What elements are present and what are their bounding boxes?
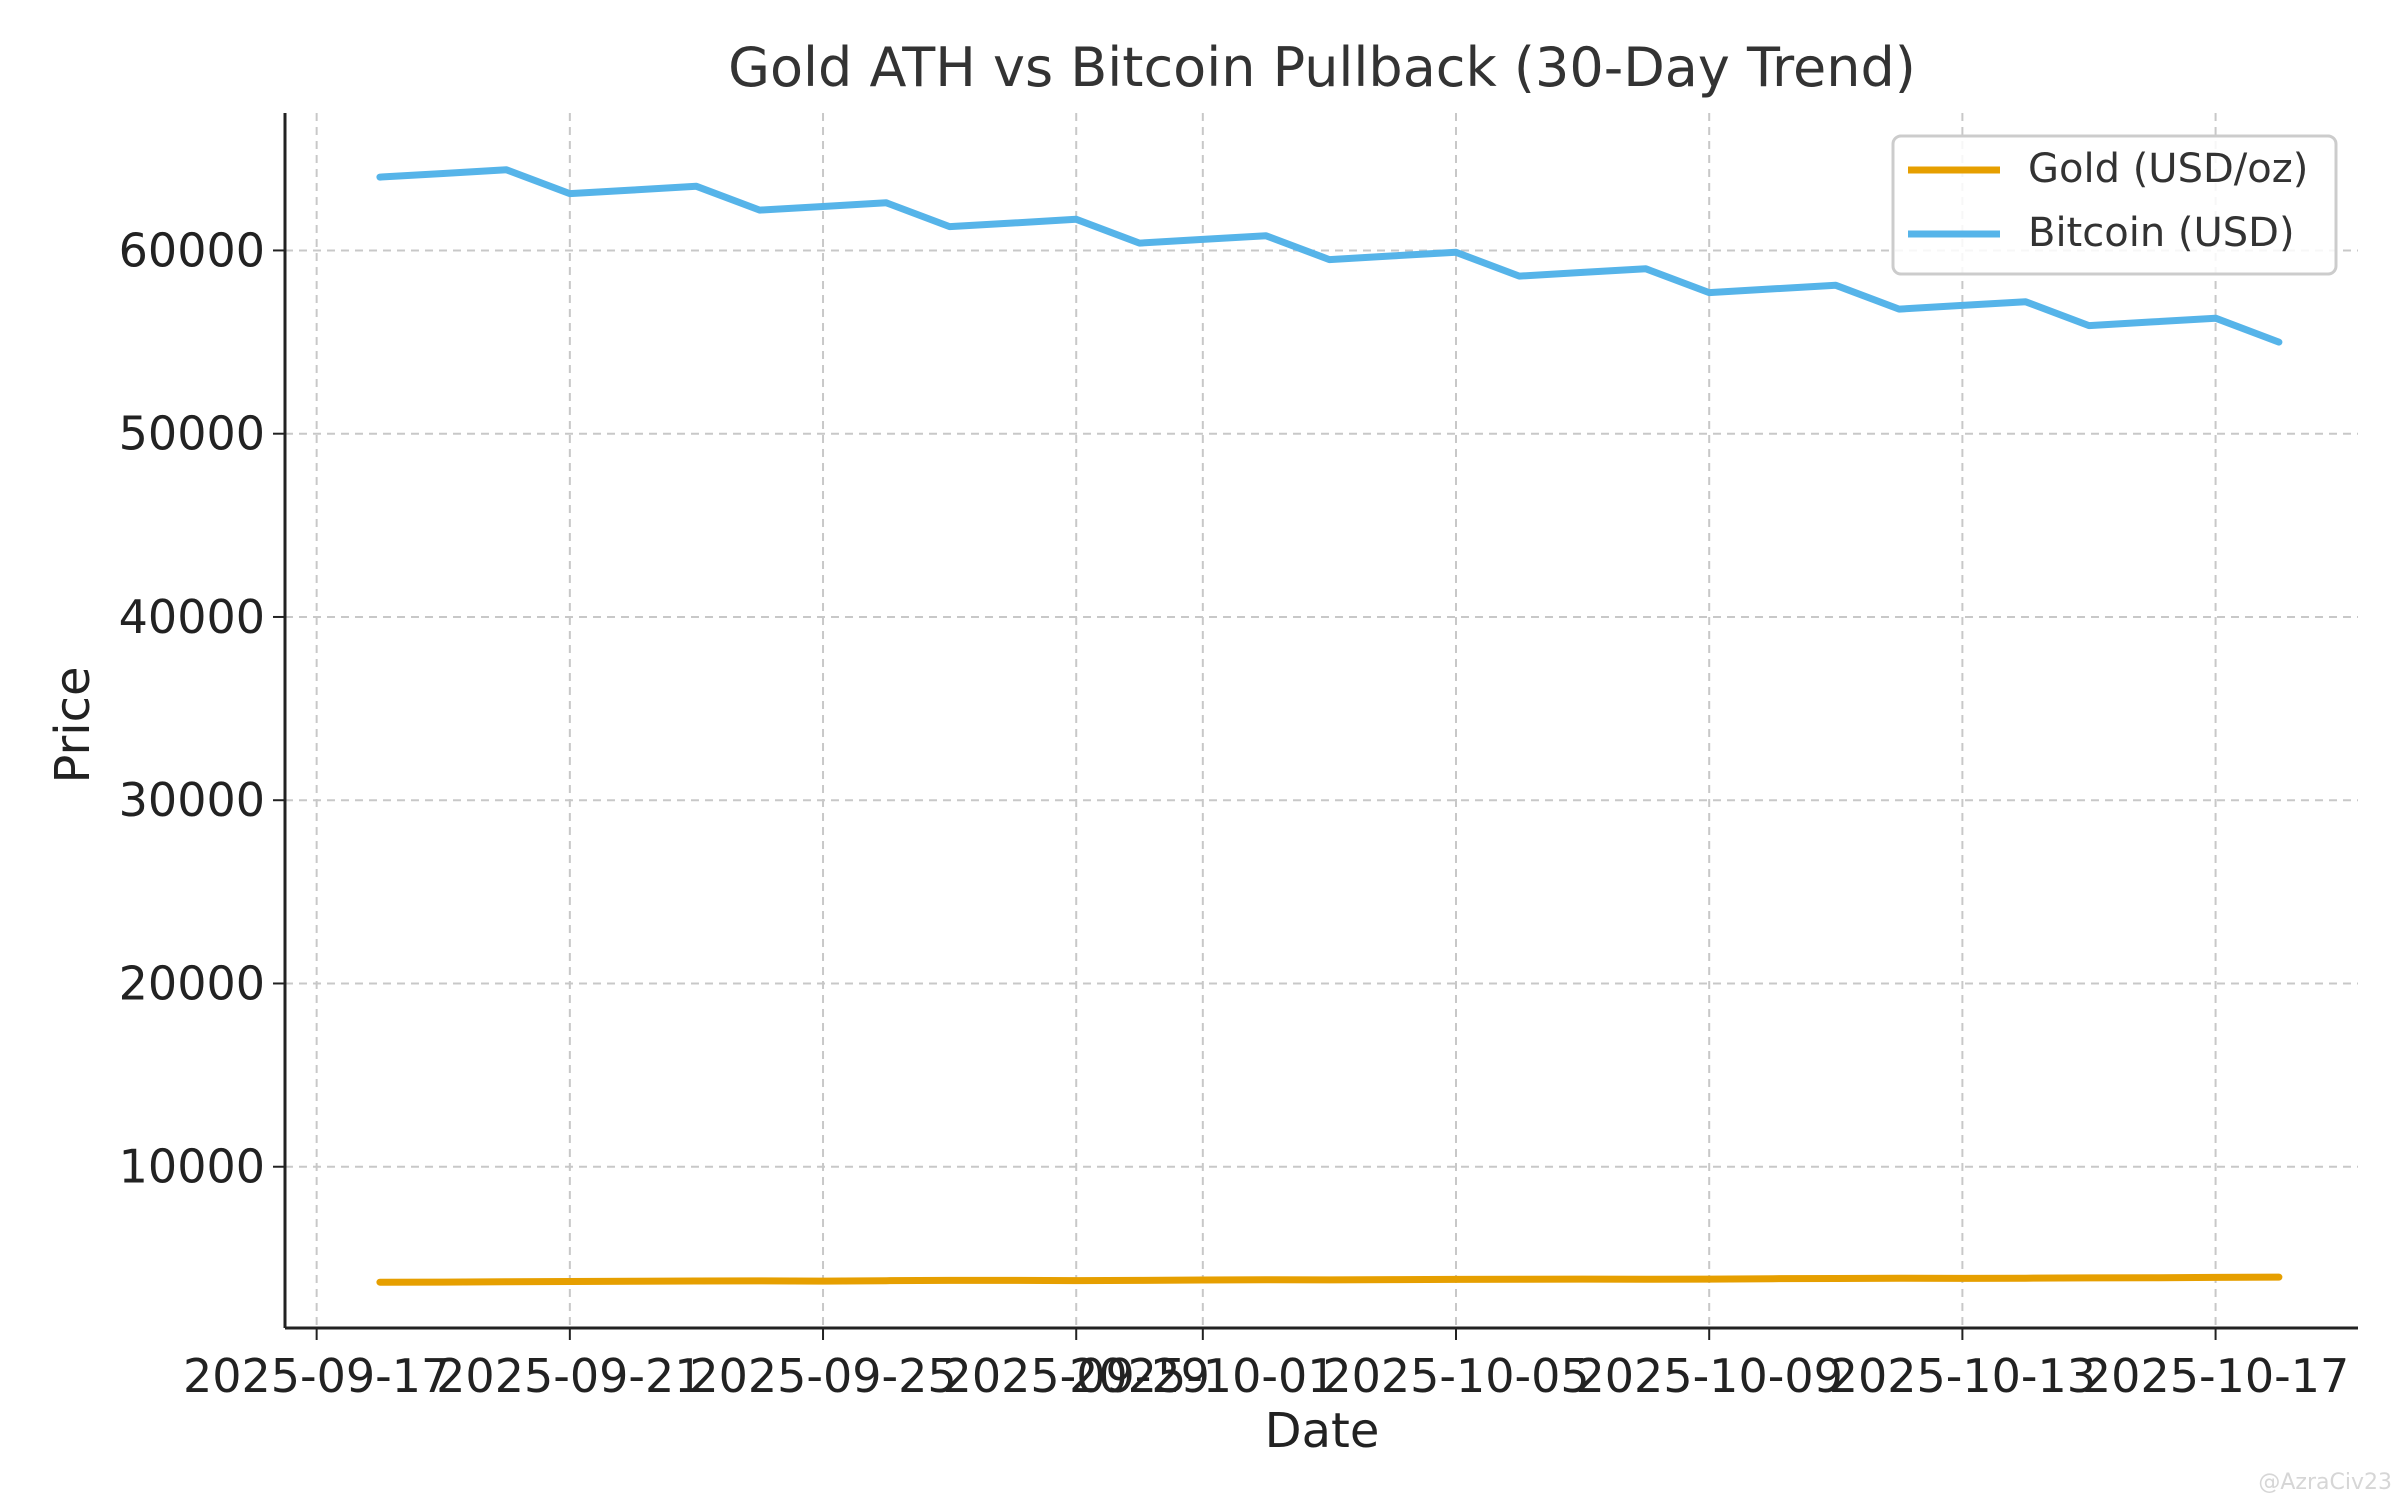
data-point-bitcoin — [695, 185, 698, 188]
data-point-bitcoin — [378, 176, 381, 179]
data-point-gold — [2151, 1276, 2154, 1279]
x-tick-label: 2025-09-17 — [183, 1349, 450, 1403]
grid-lines — [285, 113, 2358, 1328]
data-point-bitcoin — [1518, 275, 1521, 278]
data-point-bitcoin — [1644, 267, 1647, 270]
legend-label-gold: Gold (USD/oz) — [2028, 146, 2308, 192]
data-point-gold — [1898, 1277, 1901, 1280]
data-point-gold — [1328, 1278, 1331, 1281]
data-point-gold — [2024, 1277, 2027, 1280]
chart-title: Gold ATH vs Bitcoin Pullback (30-Day Tre… — [728, 36, 1916, 99]
data-point-bitcoin — [885, 201, 888, 204]
data-point-gold — [1708, 1278, 1711, 1281]
data-point-bitcoin — [1961, 304, 1964, 307]
x-tick-label: 2025-10-09 — [1576, 1349, 1843, 1403]
x-axis-ticks: 2025-09-172025-09-212025-09-252025-09-29… — [183, 1328, 2349, 1403]
data-point-gold — [378, 1281, 381, 1284]
data-point-bitcoin — [2214, 317, 2217, 320]
x-tick-label: 2025-10-05 — [1322, 1349, 1589, 1403]
data-point-gold — [948, 1279, 951, 1282]
data-point-bitcoin — [1138, 242, 1141, 245]
data-point-bitcoin — [442, 172, 445, 175]
data-point-bitcoin — [568, 192, 571, 195]
data-point-bitcoin — [758, 209, 761, 212]
data-point-gold — [1961, 1277, 1964, 1280]
data-point-gold — [2277, 1276, 2280, 1279]
data-point-bitcoin — [2024, 300, 2027, 303]
data-point-gold — [1518, 1278, 1521, 1281]
y-tick-label: 10000 — [119, 1140, 265, 1194]
data-point-gold — [1581, 1278, 1584, 1281]
data-point-gold — [1138, 1279, 1141, 1282]
x-tick-label: 2025-09-25 — [689, 1349, 956, 1403]
x-tick-label: 2025-09-21 — [436, 1349, 703, 1403]
data-point-gold — [1265, 1278, 1268, 1281]
data-point-bitcoin — [2088, 324, 2091, 327]
data-point-gold — [822, 1280, 825, 1283]
data-point-bitcoin — [1898, 308, 1901, 311]
data-point-bitcoin — [1328, 258, 1331, 261]
data-point-bitcoin — [2151, 320, 2154, 323]
data-point-bitcoin — [1011, 222, 1014, 225]
series-line-gold — [376, 1273, 2283, 1286]
x-tick-label: 2025-10-13 — [1829, 1349, 2096, 1403]
series-line-bitcoin — [376, 166, 2283, 346]
data-point-gold — [505, 1280, 508, 1283]
data-point-bitcoin — [822, 205, 825, 208]
data-point-gold — [758, 1279, 761, 1282]
data-point-bitcoin — [2277, 341, 2280, 344]
data-point-bitcoin — [1391, 254, 1394, 257]
y-tick-label: 40000 — [119, 590, 265, 644]
y-axis-label: Price — [45, 666, 101, 783]
data-point-gold — [632, 1280, 635, 1283]
data-point-bitcoin — [1834, 284, 1837, 287]
legend-label-bitcoin: Bitcoin (USD) — [2028, 210, 2295, 256]
legend: Gold (USD/oz) Bitcoin (USD) — [1891, 134, 2338, 276]
data-point-gold — [568, 1280, 571, 1283]
data-point-bitcoin — [1771, 287, 1774, 290]
data-point-gold — [442, 1281, 445, 1284]
data-point-gold — [1011, 1279, 1014, 1282]
data-point-bitcoin — [948, 225, 951, 228]
x-tick-label: 2025-10-17 — [2082, 1349, 2349, 1403]
x-tick-label: 2025-10-01 — [1069, 1349, 1336, 1403]
data-point-gold — [2214, 1276, 2217, 1279]
y-tick-label: 20000 — [119, 956, 265, 1010]
data-point-bitcoin — [1075, 218, 1078, 221]
data-point-bitcoin — [632, 189, 635, 192]
data-point-bitcoin — [1708, 291, 1711, 294]
series-lines — [376, 166, 2283, 1286]
data-point-gold — [885, 1279, 888, 1282]
data-point-gold — [1771, 1277, 1774, 1280]
data-point-gold — [1834, 1277, 1837, 1280]
data-point-gold — [1201, 1279, 1204, 1282]
y-tick-label: 50000 — [119, 407, 265, 461]
data-point-gold — [1644, 1278, 1647, 1281]
data-point-bitcoin — [1201, 238, 1204, 241]
x-tick-label: 2025-09-29 — [943, 1349, 1210, 1403]
watermark: @AzraCiv23 — [2258, 1470, 2392, 1495]
legend-frame — [1891, 134, 2338, 276]
data-point-gold — [1391, 1278, 1394, 1281]
data-point-gold — [1075, 1279, 1078, 1282]
y-tick-label: 30000 — [119, 773, 265, 827]
data-point-bitcoin — [1581, 271, 1584, 274]
data-point-bitcoin — [1265, 234, 1268, 237]
data-point-bitcoin — [505, 168, 508, 171]
data-point-bitcoin — [1455, 251, 1458, 254]
x-axis-label: Date — [1265, 1403, 1380, 1459]
y-tick-label: 60000 — [119, 223, 265, 277]
data-point-gold — [695, 1280, 698, 1283]
data-point-gold — [2088, 1276, 2091, 1279]
data-point-gold — [1455, 1278, 1458, 1281]
y-axis-ticks: 10000 20000 30000 40000 50000 60000 — [119, 223, 285, 1194]
